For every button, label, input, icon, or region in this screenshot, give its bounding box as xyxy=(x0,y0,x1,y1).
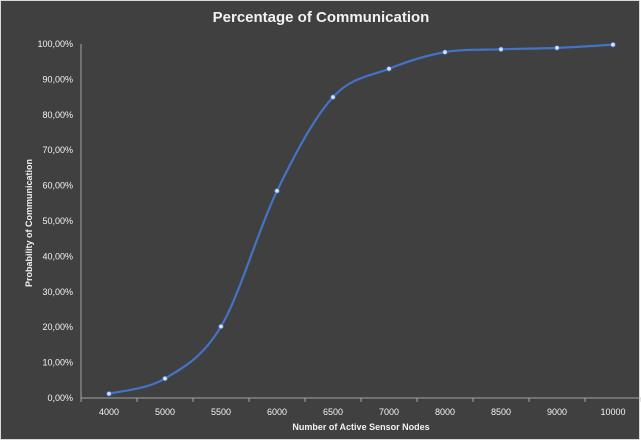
x-tick-label: 5500 xyxy=(211,407,231,417)
x-tick-label: 7000 xyxy=(379,407,399,417)
data-point xyxy=(330,94,336,100)
data-point xyxy=(498,46,504,53)
data-point xyxy=(274,188,280,194)
x-tick-label: 8500 xyxy=(491,407,511,417)
data-point xyxy=(610,42,616,48)
series-line xyxy=(108,43,614,395)
x-axis-label: Number of Active Sensor Nodes xyxy=(292,422,430,432)
data-point xyxy=(218,323,224,330)
y-tick-label: 80,00% xyxy=(42,110,73,120)
chart-title: Percentage of Communication xyxy=(212,9,430,26)
x-tick-label: 6500 xyxy=(323,407,343,417)
y-tick-label: 20,00% xyxy=(42,322,73,332)
y-tick-label: 90,00% xyxy=(42,74,73,84)
data-point xyxy=(442,49,448,55)
y-tick-label: 30,00% xyxy=(42,287,73,297)
y-tick-label: 0,00% xyxy=(47,393,73,403)
x-tick-label: 5000 xyxy=(155,407,175,417)
x-tick-label: 10000 xyxy=(600,407,625,417)
y-tick-label: 60,00% xyxy=(42,181,73,191)
data-point xyxy=(106,391,112,397)
y-tick-label: 40,00% xyxy=(42,251,73,261)
data-point xyxy=(386,66,392,72)
data-point xyxy=(554,45,560,51)
y-tick-label: 70,00% xyxy=(42,145,73,155)
y-tick-label: 10,00% xyxy=(42,358,73,368)
x-tick-label: 8000 xyxy=(435,407,455,417)
x-tick-label: 6000 xyxy=(267,407,287,417)
x-tick-label: 9000 xyxy=(547,407,567,417)
x-tick-label: 4000 xyxy=(99,407,119,417)
y-tick-label: 100,00% xyxy=(37,39,73,49)
y-tick-label: 50,00% xyxy=(42,216,73,226)
data-point xyxy=(162,375,168,382)
